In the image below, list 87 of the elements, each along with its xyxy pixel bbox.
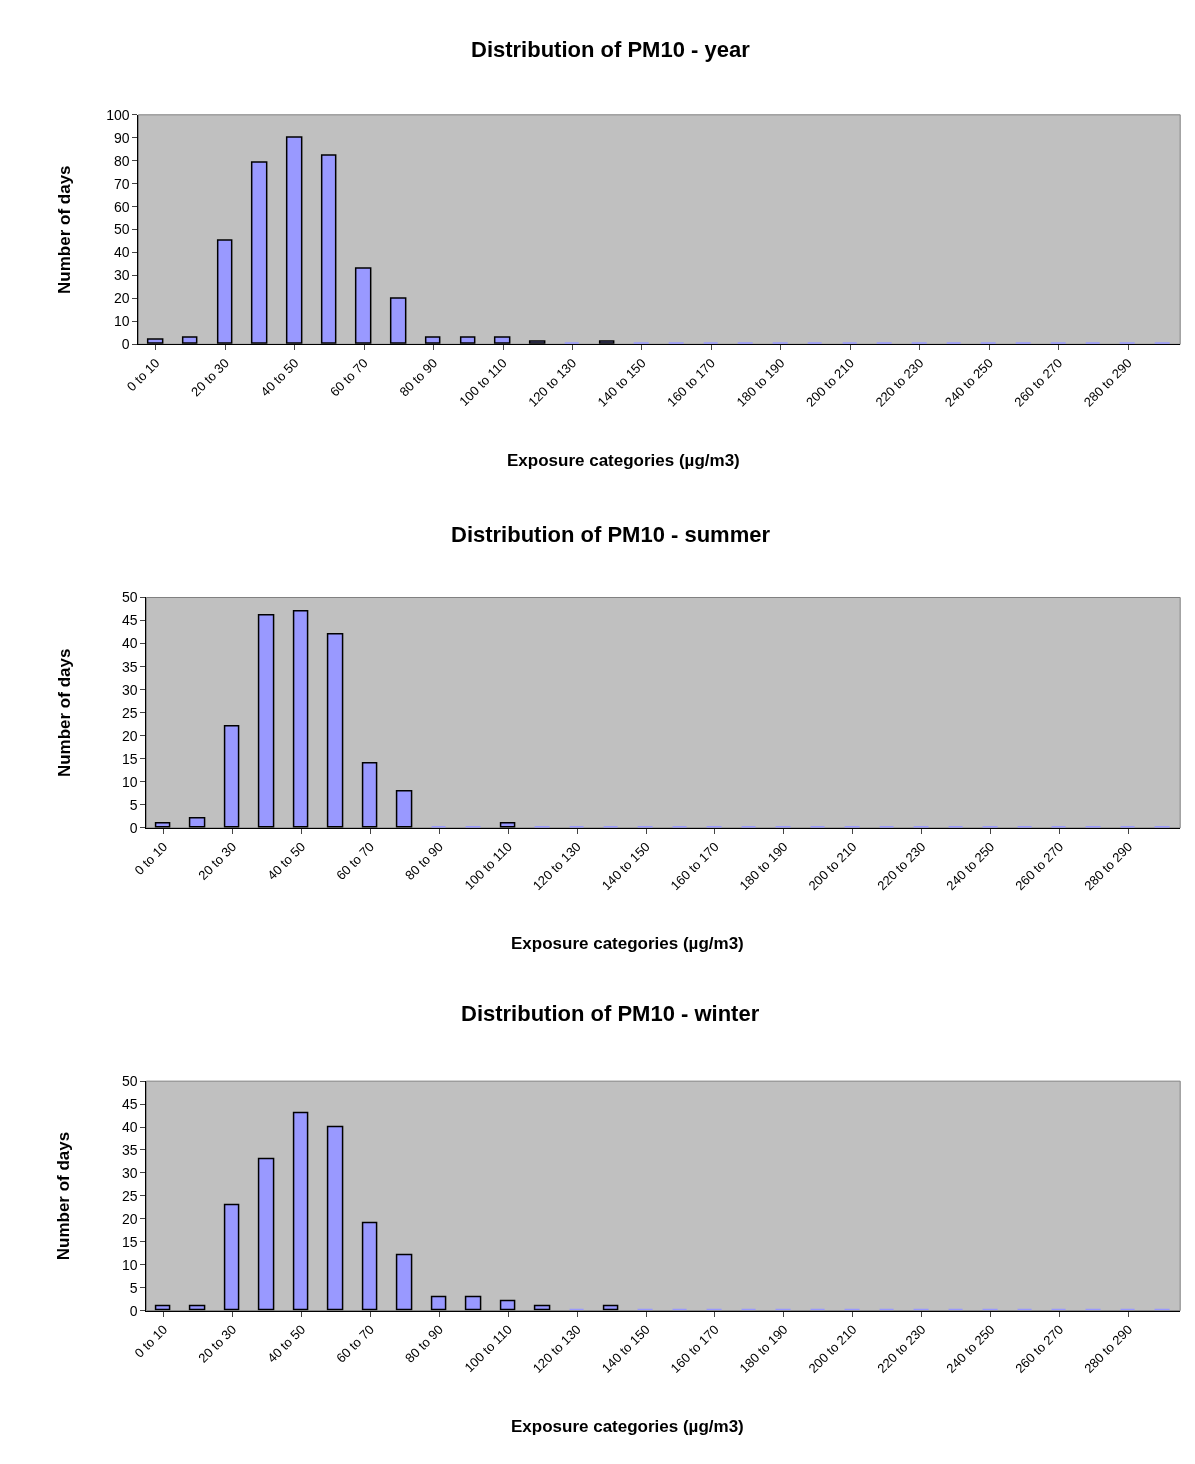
y-tick-label: 15 [121,1233,138,1250]
x-tick-label: 240 to 250 [943,1321,998,1376]
chart-title: Distribution of PM10 - summer [451,522,771,547]
x-tick-label: 240 to 250 [943,839,998,894]
y-tick-label: 40 [121,1118,138,1135]
y-tick-label: 90 [114,129,130,146]
y-tick-label: 20 [121,1210,138,1227]
x-tick-label: 40 to 50 [264,839,309,883]
y-tick-label: 50 [114,221,130,238]
x-tick-label: 60 to 70 [333,1321,378,1366]
x-tick-label: 180 to 190 [736,839,791,894]
y-tick-label: 15 [121,750,138,767]
y-axis-title: Number of days [54,648,74,778]
x-tick-label: 60 to 70 [327,355,371,400]
x-tick-label: 140 to 150 [598,839,653,894]
x-tick-label: 280 to 290 [1081,839,1136,894]
x-tick-label: 0 to 10 [131,1321,171,1361]
x-tick-label: 80 to 90 [402,1321,446,1366]
x-tick-label: 140 to 150 [594,355,649,410]
y-tick-label: 45 [121,1095,138,1112]
y-axis-title: Number of days [54,1131,74,1261]
x-tick-label: 0 to 10 [131,839,171,878]
chart-title: Distribution of PM10 - year [471,37,751,62]
x-tick-label: 120 to 130 [529,839,584,894]
x-axis-title: Exposure categories (µg/m3) [511,934,744,953]
x-tick-label: 260 to 270 [1012,839,1067,894]
x-tick-label: 100 to 110 [461,1321,515,1376]
y-tick-label: 10 [114,313,130,330]
y-tick-label: 35 [121,1141,138,1158]
x-tick-label: 120 to 130 [525,355,580,410]
y-tick-label: 30 [121,1164,138,1181]
x-tick-label: 80 to 90 [396,355,441,400]
chart-title: Distribution of PM10 - winter [461,1001,760,1026]
y-tick-label: 70 [114,175,130,192]
x-tick-label: 220 to 230 [874,1321,929,1376]
x-tick-label: 280 to 290 [1080,355,1135,410]
x-tick-label: 160 to 170 [667,839,722,894]
x-tick-label: 120 to 130 [529,1321,584,1376]
y-tick-label: 20 [121,727,138,744]
x-tick-label: 20 to 30 [195,839,240,883]
x-tick-label: 60 to 70 [333,839,378,883]
x-tick-label: 180 to 190 [736,1321,791,1376]
x-tick-label: 200 to 210 [802,355,858,410]
x-tick-label: 220 to 230 [874,839,929,894]
y-tick-label: 5 [129,796,138,813]
x-tick-label: 260 to 270 [1012,1321,1067,1376]
y-tick-label: 40 [114,244,130,261]
y-tick-label: 50 [121,1073,138,1090]
y-tick-label: 50 [121,589,138,606]
y-tick-label: 0 [121,336,130,353]
x-tick-label: 140 to 150 [598,1321,653,1376]
y-tick-label: 10 [121,773,138,790]
x-tick-label: 40 to 50 [264,1321,309,1366]
x-axis-title: Exposure categories (µg/m3) [507,451,740,470]
x-tick-label: 40 to 50 [257,355,302,400]
y-tick-label: 20 [114,290,130,307]
x-tick-label: 100 to 110 [456,355,510,409]
y-tick-label: 40 [121,635,138,652]
x-tick-label: 100 to 110 [461,839,515,893]
y-axis-title: Number of days [54,165,74,294]
x-tick-label: 80 to 90 [402,839,446,883]
x-tick-label: 260 to 270 [1011,355,1066,410]
y-tick-label: 60 [114,198,130,215]
x-axis-title: Exposure categories (µg/m3) [511,1417,744,1436]
x-tick-label: 200 to 210 [805,1321,860,1376]
y-tick-label: 0 [129,1302,138,1319]
x-tick-label: 0 to 10 [123,355,163,395]
y-tick-label: 30 [121,681,138,698]
y-tick-label: 10 [121,1256,138,1273]
x-tick-label: 160 to 170 [664,355,719,410]
y-tick-label: 30 [114,267,130,284]
x-tick-label: 240 to 250 [941,355,996,410]
x-tick-label: 20 to 30 [195,1321,240,1366]
y-tick-label: 5 [129,1279,138,1296]
y-tick-label: 35 [121,658,138,675]
y-tick-label: 0 [129,819,138,836]
y-tick-label: 80 [114,152,130,169]
x-tick-label: 220 to 230 [872,355,927,410]
x-tick-label: 280 to 290 [1081,1321,1136,1376]
y-tick-label: 25 [121,704,138,721]
x-tick-label: 180 to 190 [733,355,788,410]
x-tick-label: 20 to 30 [188,355,232,400]
x-tick-label: 200 to 210 [805,839,860,894]
x-tick-label: 160 to 170 [667,1321,722,1376]
y-tick-label: 45 [121,612,138,629]
y-tick-label: 100 [106,106,130,123]
y-tick-label: 25 [121,1187,138,1204]
